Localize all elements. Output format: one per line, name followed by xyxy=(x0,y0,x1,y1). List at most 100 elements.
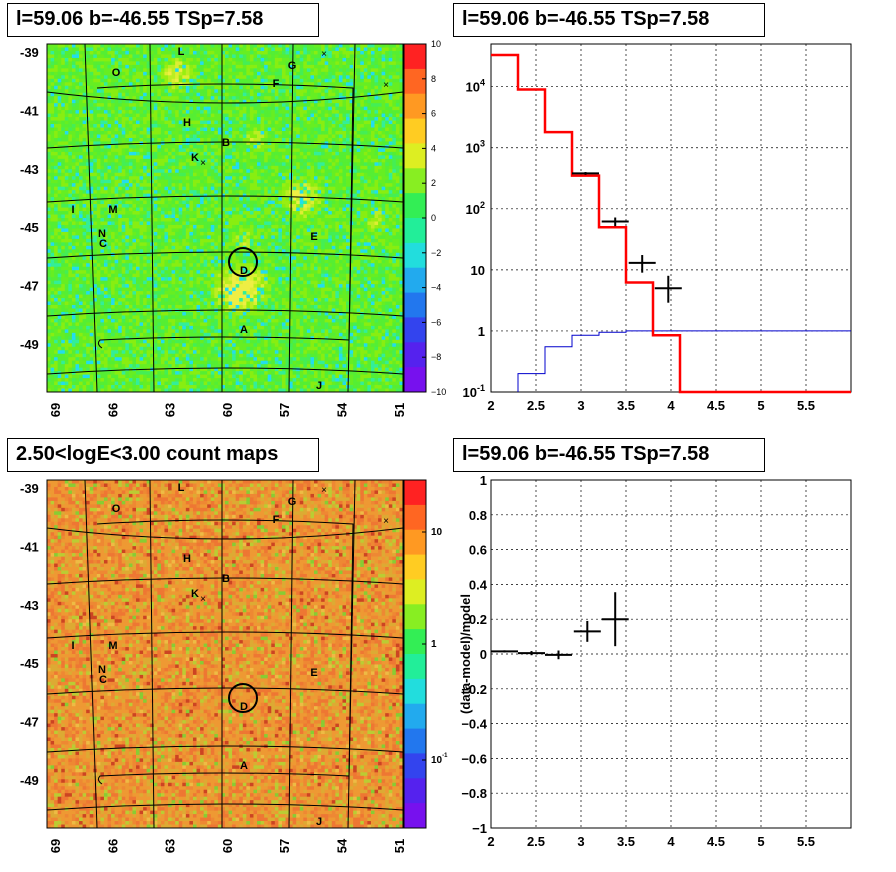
heatmap-cell xyxy=(47,343,51,348)
heatmap-cell xyxy=(50,54,55,59)
heatmap-cell xyxy=(217,305,222,309)
heatmap-cell xyxy=(111,82,116,87)
heatmap-cell xyxy=(121,381,126,386)
heatmap-cell xyxy=(150,137,155,142)
heatmap-cell xyxy=(128,106,133,111)
heatmap-cell xyxy=(210,221,215,226)
heatmap-cell xyxy=(192,113,197,118)
heatmap-cell xyxy=(210,218,215,222)
heatmap-cell xyxy=(143,186,148,191)
heatmap-cell xyxy=(50,134,55,139)
heatmap-cell xyxy=(146,68,151,73)
heatmap-cell xyxy=(136,96,140,101)
heatmap-cell xyxy=(128,165,133,170)
heatmap-cell xyxy=(118,137,123,142)
heatmap-cell xyxy=(100,134,105,139)
heatmap-cell xyxy=(57,385,62,389)
heatmap-cell xyxy=(93,155,98,160)
heatmap-cell xyxy=(175,339,180,344)
heatmap-cell xyxy=(93,47,98,52)
heatmap-cell xyxy=(103,64,108,69)
heatmap-cell xyxy=(96,388,101,393)
heatmap-cell xyxy=(68,277,73,282)
heatmap-cell xyxy=(182,64,187,69)
heatmap-cell xyxy=(100,249,105,254)
heatmap-cell xyxy=(200,75,205,80)
heatmap-cell xyxy=(178,350,183,355)
heatmap-cell xyxy=(50,71,55,76)
heatmap-cell xyxy=(164,298,169,302)
heatmap-cell xyxy=(103,308,108,313)
heatmap-cell xyxy=(203,137,208,142)
heatmap-cell xyxy=(71,301,76,306)
heatmap-cell xyxy=(153,350,158,355)
heatmap-cell xyxy=(178,374,183,379)
heatmap-cell xyxy=(86,110,91,114)
heatmap-cell xyxy=(114,113,119,118)
heatmap-cell xyxy=(146,106,151,111)
heatmap-cell xyxy=(210,336,215,341)
heatmap-cell xyxy=(107,117,112,121)
heatmap-cell xyxy=(50,200,55,205)
heatmap-cell xyxy=(139,106,144,111)
heatmap-cell xyxy=(118,332,123,337)
heatmap-cell xyxy=(200,47,205,52)
heatmap-cell xyxy=(82,207,87,212)
heatmap-cell xyxy=(210,252,215,257)
heatmap-cell xyxy=(175,325,180,330)
heatmap-cell xyxy=(68,325,73,330)
heatmap-cell xyxy=(71,294,76,299)
heatmap-cell xyxy=(168,214,172,219)
heatmap-cell xyxy=(86,103,91,108)
heatmap-cell xyxy=(157,214,162,219)
heatmap-cell xyxy=(82,179,87,184)
heatmap-cell xyxy=(182,193,187,198)
heatmap-cell xyxy=(132,207,137,212)
heatmap-cell xyxy=(192,385,197,389)
heatmap-cell xyxy=(103,137,108,142)
heatmap-cell xyxy=(118,207,123,212)
heatmap-cell xyxy=(114,378,119,382)
heatmap-cell xyxy=(64,374,69,379)
heatmap-cell xyxy=(214,218,219,222)
heatmap-cell xyxy=(178,190,183,195)
heatmap-cell xyxy=(111,200,116,205)
heatmap-cell xyxy=(210,332,215,337)
heatmap-cell xyxy=(160,249,165,254)
heatmap-cell xyxy=(221,263,226,268)
heatmap-cell xyxy=(150,190,155,195)
heatmap-cell xyxy=(89,318,94,323)
heatmap-cell xyxy=(221,346,226,351)
heatmap-cell xyxy=(82,374,87,379)
heatmap-cell xyxy=(146,263,151,268)
heatmap-cell xyxy=(182,367,187,372)
heatmap-cell xyxy=(153,120,158,125)
heatmap-cell xyxy=(157,106,162,111)
heatmap-cell xyxy=(93,284,98,288)
heatmap-cell xyxy=(118,169,123,174)
heatmap-cell xyxy=(139,343,144,348)
heatmap-cell xyxy=(121,96,126,101)
heatmap-cell xyxy=(82,371,87,375)
heatmap-cell xyxy=(93,367,98,372)
heatmap-cell xyxy=(175,71,180,76)
heatmap-cell xyxy=(89,291,94,295)
heatmap-cell xyxy=(171,179,176,184)
heatmap-cell xyxy=(57,57,62,62)
heatmap-cell xyxy=(157,298,162,302)
heatmap-cell xyxy=(100,343,105,348)
heatmap-cell xyxy=(189,158,194,163)
heatmap-cell xyxy=(153,294,158,299)
heatmap-cell xyxy=(157,61,162,66)
heatmap-cell xyxy=(153,224,158,229)
heatmap-cell xyxy=(164,252,169,257)
heatmap-cell xyxy=(82,235,87,240)
heatmap-cell xyxy=(171,242,176,247)
heatmap-cell xyxy=(75,385,80,389)
heatmap-cell xyxy=(68,99,73,104)
heatmap-cell xyxy=(217,259,222,264)
heatmap-cell xyxy=(100,110,105,114)
heatmap-cell xyxy=(217,231,222,236)
heatmap-cell xyxy=(79,350,83,355)
heatmap-cell xyxy=(82,155,87,160)
